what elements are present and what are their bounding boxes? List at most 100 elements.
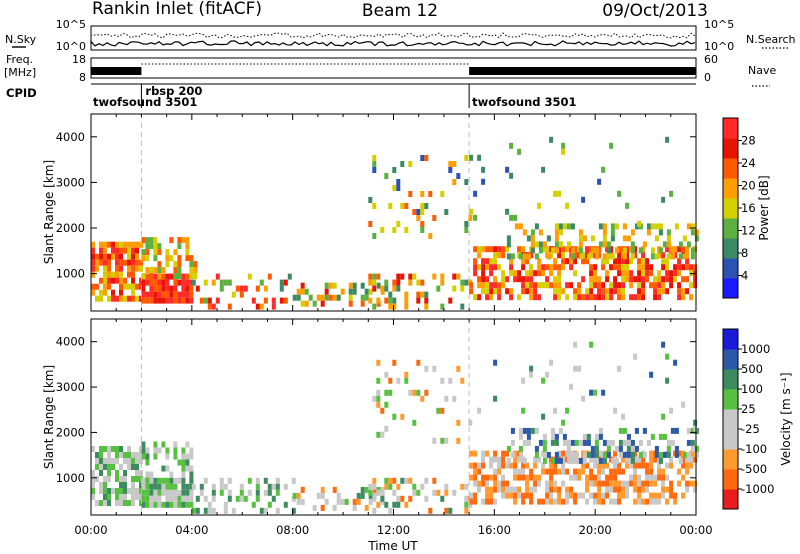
echo-cell (497, 264, 501, 270)
echo-cell (91, 482, 95, 488)
echo-cell (91, 470, 95, 476)
echo-cell (579, 241, 583, 247)
echo-cell (264, 286, 268, 292)
echo-cell (573, 366, 577, 372)
echo-cell (677, 294, 681, 300)
echo-cell (392, 490, 396, 496)
echo-cell (127, 296, 131, 302)
echo-cell (107, 446, 111, 452)
echo-cell (597, 282, 601, 288)
echo-cell (563, 434, 567, 440)
echo-cell (597, 475, 601, 481)
echo-cell (511, 253, 515, 259)
echo-cell (149, 502, 153, 508)
echo-cell (645, 270, 649, 276)
echo-cell (127, 488, 131, 494)
echo-cell (493, 457, 497, 463)
echo-cell (280, 286, 284, 292)
echo-cell (161, 292, 165, 298)
echo-cell (675, 428, 679, 434)
echo-cell (469, 493, 473, 499)
echo-cell (509, 215, 513, 221)
echo-cell (149, 484, 153, 490)
echo-cell (189, 496, 193, 502)
echo-cell (412, 209, 416, 215)
echo-cell (420, 280, 424, 286)
echo-cell (228, 478, 232, 484)
echo-cell (557, 276, 561, 282)
echo-cell (208, 502, 212, 508)
echo-cell (456, 366, 460, 372)
echo-cell (549, 282, 553, 288)
echo-cell (603, 253, 607, 259)
echo-cell (529, 487, 533, 493)
y-tick-label: 3000 (56, 175, 85, 189)
echo-cell (481, 475, 485, 481)
echo-cell (657, 475, 661, 481)
echo-cell (631, 247, 635, 253)
echo-cell (581, 469, 585, 475)
echo-cell (507, 458, 511, 464)
echo-cell (272, 298, 276, 304)
echo-cell (301, 289, 305, 295)
echo-cell (501, 475, 505, 481)
echo-cell (185, 298, 189, 304)
echo-cell (436, 490, 440, 496)
echo-cell (477, 294, 481, 300)
echo-cell (404, 203, 408, 209)
echo-cell (473, 493, 477, 499)
echo-cell (189, 292, 193, 298)
echo-cell (477, 282, 481, 288)
echo-cell (469, 499, 473, 505)
x-tick-label: 08:00 (276, 523, 309, 537)
echo-cell (123, 242, 127, 248)
echo-cell (173, 454, 177, 460)
echo-cell (527, 428, 531, 434)
echo-cell (103, 278, 107, 284)
echo-cell (631, 229, 635, 235)
echo-cell (621, 493, 625, 499)
echo-cell (537, 499, 541, 505)
echo-cell (456, 420, 460, 426)
echo-cell (613, 288, 617, 294)
echo-cell (481, 167, 485, 173)
echo-cell (613, 282, 617, 288)
echo-cell (553, 408, 557, 414)
colorbar-tick-label: 500 (741, 362, 763, 376)
echo-cell (325, 499, 329, 505)
echo-cell (189, 466, 193, 472)
echo-cell (579, 229, 583, 235)
echo-cell (420, 155, 424, 161)
echo-cell (583, 434, 587, 440)
echo-cell (169, 237, 173, 243)
echo-cell (569, 384, 573, 390)
echo-cell (601, 390, 605, 396)
nsearch-tick-top: 10^5 (704, 18, 734, 31)
echo-cell (473, 246, 477, 252)
echo-cell (545, 264, 549, 270)
echo-cell (400, 203, 404, 209)
echo-cell (685, 487, 689, 493)
echo-cell (489, 475, 493, 481)
echo-cell (661, 258, 665, 264)
echo-cell (513, 469, 517, 475)
echo-cell (571, 223, 575, 229)
echo-cell (617, 191, 621, 197)
echo-cell (131, 464, 135, 470)
echo-cell (107, 494, 111, 500)
echo-cell (404, 502, 408, 508)
echo-cell (107, 296, 111, 302)
colorbar-tick-label: -100 (741, 442, 767, 456)
echo-cell (204, 496, 208, 502)
echo-cell (369, 289, 373, 295)
echo-cell (551, 458, 555, 464)
echo-cell (477, 469, 481, 475)
echo-cell (469, 155, 473, 161)
echo-cell (561, 469, 565, 475)
echo-cell (507, 235, 511, 241)
echo-cell (111, 278, 115, 284)
echo-cell (613, 264, 617, 270)
echo-cell (424, 304, 428, 310)
echo-cell (99, 260, 103, 266)
echo-cell (135, 470, 139, 476)
